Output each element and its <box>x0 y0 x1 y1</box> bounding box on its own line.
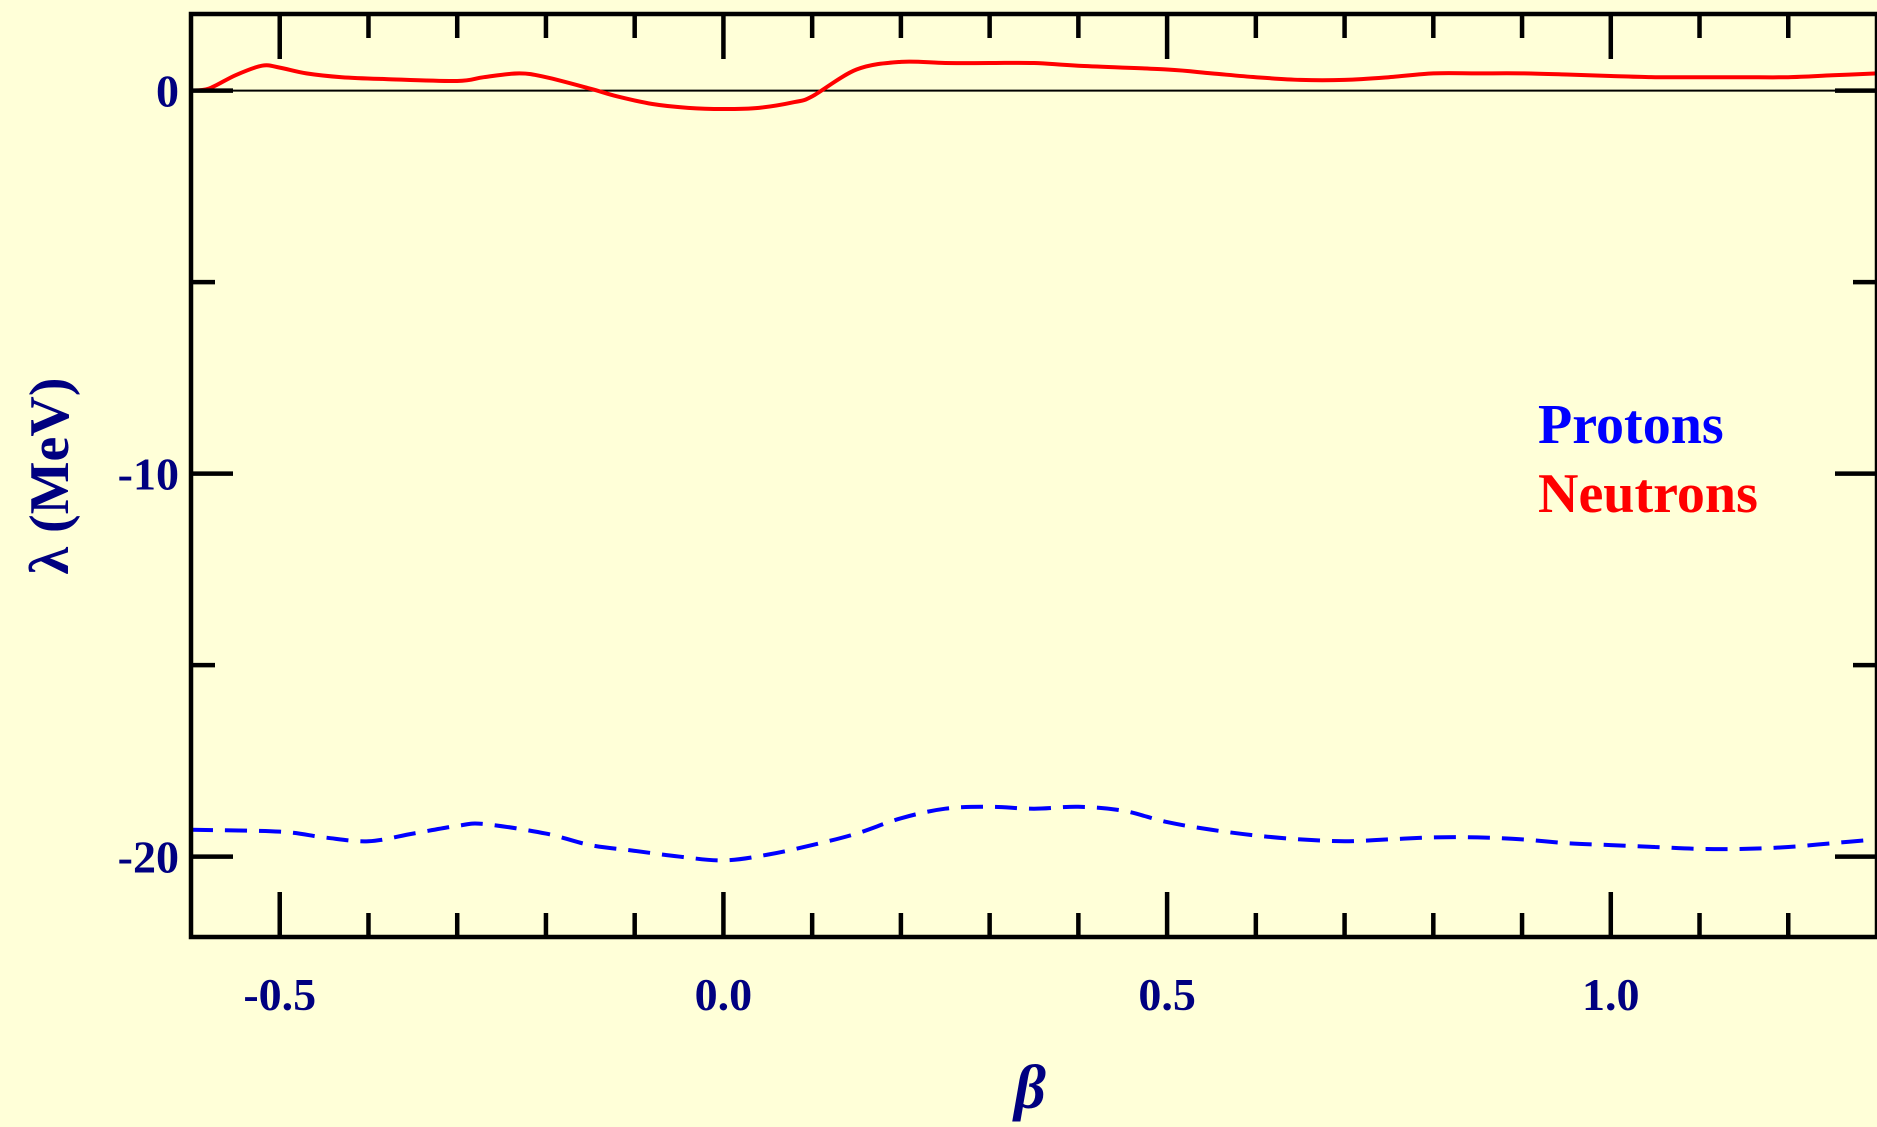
series-line-protons <box>191 804 1877 863</box>
x-tick-label: 1.0 <box>1582 969 1640 1020</box>
y-tick-label: -20 <box>118 832 179 883</box>
x-tick-label: 0.5 <box>1138 969 1196 1020</box>
legend-label-neutrons: Neutrons <box>1538 463 1758 525</box>
tick-labels-layer: -0.5 0.0 0.5 1.0 0 -10 -20 <box>118 66 1640 1020</box>
x-axis-title: β <box>1012 1054 1046 1122</box>
ticks-layer <box>191 14 1877 937</box>
y-tick-label: -10 <box>118 449 179 500</box>
y-axis-title: λ (MeV) <box>19 378 81 575</box>
x-tick-label: -0.5 <box>243 969 316 1020</box>
plot-frame <box>188 11 1877 940</box>
x-tick-label: 0.0 <box>695 969 753 1020</box>
series-line-neutrons <box>191 59 1877 111</box>
legend-label-protons: Protons <box>1538 394 1724 456</box>
legend: Protons Neutrons <box>1538 394 1758 525</box>
series-layer <box>191 59 1877 863</box>
y-tick-label: 0 <box>156 66 179 117</box>
